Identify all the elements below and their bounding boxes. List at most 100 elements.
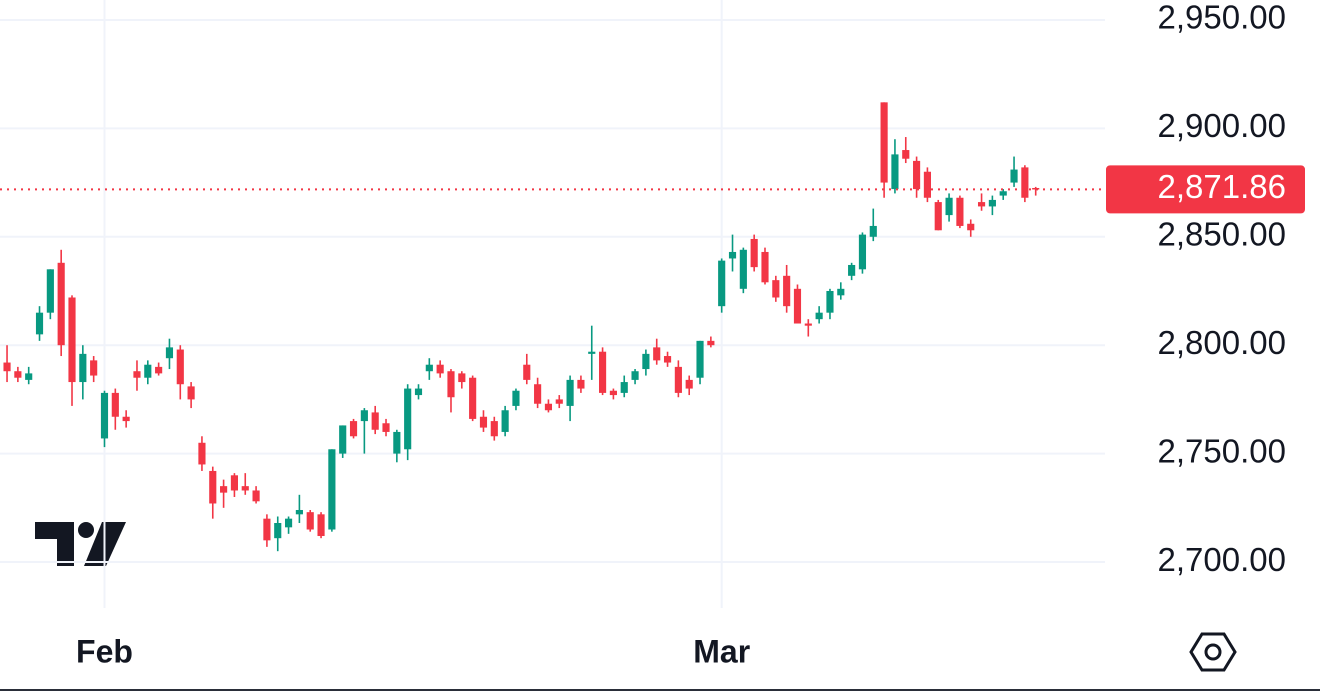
- candle-body: [79, 353, 87, 383]
- candle-body: [295, 509, 303, 515]
- candle-body: [479, 416, 488, 428]
- candle-body: [155, 366, 163, 374]
- candle-body: [555, 399, 563, 404]
- candle-body: [447, 371, 455, 398]
- candle-body: [902, 150, 910, 159]
- candle-body: [133, 371, 141, 378]
- candle-body: [880, 102, 888, 183]
- candle-body: [913, 160, 921, 190]
- candle-body: [750, 238, 758, 268]
- candle-body: [544, 403, 553, 411]
- x-tick-label: Mar: [693, 633, 750, 669]
- candle-body: [1032, 187, 1040, 190]
- candle-body: [718, 260, 726, 307]
- candle-body: [696, 340, 704, 378]
- candle-body: [707, 340, 715, 346]
- candle-body: [577, 379, 585, 389]
- candle-body: [111, 392, 119, 417]
- candle-body: [566, 379, 574, 406]
- candle-body: [100, 392, 109, 439]
- candle-body: [783, 275, 791, 307]
- candle-body: [848, 264, 856, 276]
- candle-body: [512, 390, 520, 406]
- candle-body: [230, 475, 238, 491]
- candle-body: [252, 490, 260, 502]
- logo-dot: [78, 522, 94, 538]
- candle-body: [306, 512, 314, 530]
- candle-body: [187, 386, 195, 400]
- candle-body: [263, 518, 271, 541]
- candle-body: [404, 388, 412, 450]
- y-tick-label: 2,850.00: [1158, 216, 1286, 253]
- candle-body: [274, 523, 282, 539]
- candle-body: [663, 356, 672, 363]
- candle-body: [793, 288, 802, 324]
- candle-body: [956, 197, 964, 226]
- candle-body: [198, 442, 206, 465]
- candle-body: [837, 288, 845, 296]
- candle-body: [414, 388, 423, 396]
- candle-body: [57, 262, 65, 346]
- candle-body: [728, 251, 737, 259]
- settings-circle[interactable]: [1204, 643, 1222, 661]
- settings-button[interactable]: [1189, 632, 1237, 672]
- candle-body: [988, 199, 996, 207]
- candle-body: [999, 191, 1007, 196]
- candle-body: [241, 486, 249, 491]
- candle-body: [674, 366, 682, 393]
- candle-body: [90, 360, 98, 376]
- candle-body: [1010, 169, 1018, 183]
- candle-body: [176, 349, 184, 385]
- candle-body: [25, 373, 33, 380]
- candle-body: [46, 269, 54, 313]
- candle-body: [144, 364, 152, 378]
- candle-body: [977, 202, 986, 207]
- candle-body: [360, 410, 368, 422]
- y-tick-label: 2,750.00: [1158, 432, 1286, 469]
- candle-body: [523, 364, 531, 380]
- candle-body: [642, 353, 650, 370]
- candle-body: [349, 421, 358, 437]
- settings-hexagon[interactable]: [1189, 632, 1237, 672]
- candle-body: [858, 234, 867, 270]
- candle-body: [609, 390, 617, 396]
- candle-body: [436, 364, 444, 374]
- candle-body: [14, 371, 22, 378]
- candle-body: [653, 347, 661, 361]
- logo-t: [35, 522, 74, 566]
- candle-body: [284, 518, 293, 528]
- candle-body: [393, 431, 401, 454]
- candle-body: [339, 425, 347, 454]
- candle-body: [804, 323, 812, 326]
- candle-body: [685, 379, 693, 389]
- y-tick-label: 2,900.00: [1158, 107, 1286, 144]
- candle-body: [35, 312, 44, 335]
- candle-body: [772, 280, 780, 298]
- candle-body: [761, 251, 769, 283]
- candle-body: [923, 171, 931, 198]
- last-price-box: [1106, 165, 1305, 214]
- candle-body: [122, 416, 130, 422]
- candle-body: [490, 421, 498, 437]
- candle-body: [425, 364, 433, 372]
- x-tick-label: Feb: [76, 633, 133, 669]
- candle-body: [934, 202, 942, 231]
- candle-body: [534, 384, 542, 404]
- y-tick-label: 2,800.00: [1158, 324, 1286, 361]
- candle-body: [739, 249, 747, 289]
- candle-body: [469, 377, 477, 419]
- candle-body: [945, 197, 953, 216]
- candle-body: [371, 412, 379, 430]
- candle-body: [599, 351, 607, 393]
- candle-body: [3, 362, 11, 372]
- candle-body: [317, 514, 325, 537]
- candle-body: [620, 382, 628, 393]
- candle-body: [631, 371, 639, 380]
- candle-body: [869, 225, 877, 237]
- candle-body: [68, 297, 76, 383]
- candle-body: [815, 312, 823, 320]
- last-price-label: 2,871.86: [1158, 168, 1286, 205]
- candle-body: [382, 423, 390, 432]
